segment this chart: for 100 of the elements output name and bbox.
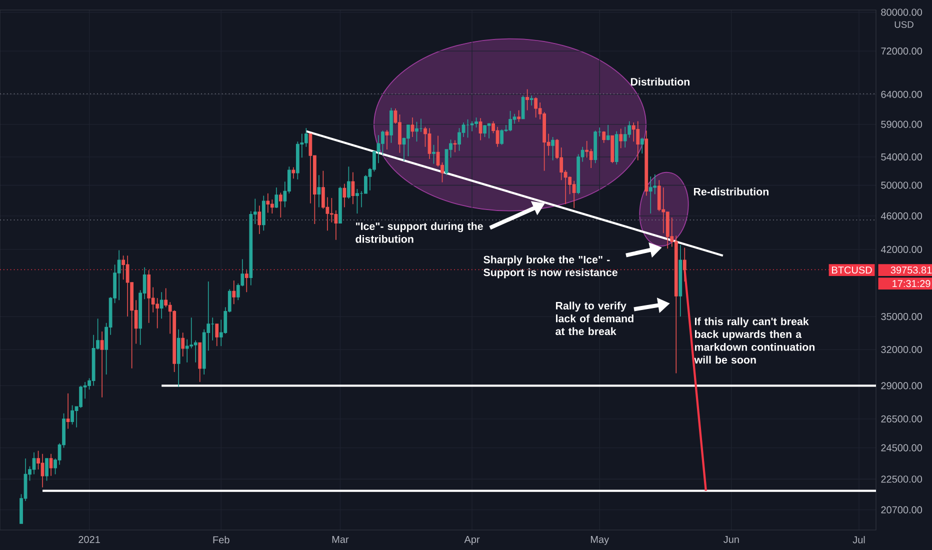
candlestick	[653, 174, 657, 195]
candlestick	[589, 148, 593, 168]
y-tick-label: 80000.00	[881, 8, 922, 16]
candlestick	[428, 128, 432, 160]
x-tick-label: Jun	[724, 536, 739, 543]
candlestick	[406, 124, 410, 157]
candlestick	[156, 298, 160, 329]
annotation: If this rally can't break back upwards then a markdown continuation will be soon	[694, 317, 815, 364]
x-tick-label: May	[590, 536, 610, 545]
candlestick	[66, 393, 70, 430]
candlestick	[500, 128, 504, 146]
candlestick	[682, 247, 686, 282]
candlestick	[628, 120, 632, 138]
candlestick	[572, 180, 576, 208]
candlestick	[270, 199, 274, 214]
y-tick-label: 72000.00	[881, 48, 922, 55]
candlestick	[385, 130, 389, 150]
candlestick	[356, 188, 359, 214]
candlestick	[432, 144, 436, 164]
candlestick	[458, 128, 461, 152]
y-tick-label: 54000.00	[881, 153, 922, 160]
candlestick	[381, 130, 384, 156]
y-tick-label: 50000.00	[881, 182, 922, 189]
candlestick	[347, 166, 350, 200]
candlestick	[398, 114, 402, 154]
candlestick	[160, 292, 164, 320]
y-tick-label: 42000.00	[880, 246, 922, 253]
candlestick	[334, 210, 338, 240]
candlestick	[517, 110, 520, 122]
text: 39753.81	[890, 266, 932, 274]
candlestick	[194, 340, 198, 363]
candlestick	[147, 270, 151, 324]
candlestick	[70, 404, 74, 425]
candlestick	[181, 332, 185, 357]
y-tick-label: 24500.00	[881, 444, 922, 452]
candlestick	[100, 331, 104, 398]
candlestick	[274, 187, 278, 208]
candlestick	[122, 255, 126, 280]
annotation: BTCUSD	[832, 266, 872, 274]
candlestick	[453, 140, 457, 153]
candlestick	[258, 205, 262, 234]
y-tick-label: 64000.00	[881, 90, 922, 98]
candlestick	[619, 128, 623, 149]
annotation: "Ice"- support during the distribution	[356, 222, 483, 243]
candlestick	[215, 324, 219, 346]
candlestick	[662, 187, 666, 234]
candlestick	[470, 120, 474, 132]
candlestick	[474, 117, 478, 128]
y-tick-label: 35000.00	[881, 313, 922, 320]
candlestick	[190, 317, 194, 349]
candlestick	[308, 133, 312, 204]
candlestick	[117, 250, 121, 301]
candlestick	[585, 140, 589, 158]
text: 17:31:29	[892, 280, 930, 288]
y-tick-label: 26500.00	[881, 415, 922, 422]
candlestick	[657, 180, 661, 212]
candlestick	[526, 88, 529, 111]
candlestick	[530, 95, 534, 106]
x-tick-label: Jul	[852, 536, 865, 544]
candlestick	[623, 126, 627, 148]
candlestick	[483, 124, 486, 138]
y-tick-label: 22500.00	[881, 476, 922, 483]
y-tick-label: 32000.00	[881, 346, 922, 354]
x-tick-label: Feb	[213, 536, 230, 544]
candlestick	[292, 166, 296, 180]
candlestick	[266, 193, 270, 214]
candlestick	[185, 338, 189, 363]
candlestick	[534, 96, 538, 118]
candlestick	[45, 458, 48, 482]
candlestick	[551, 136, 555, 161]
y-tick-label: 29000.00	[881, 382, 922, 390]
candlestick	[32, 452, 36, 475]
candlestick	[232, 280, 236, 305]
x-tick-label: Apr	[464, 536, 480, 545]
candlestick	[244, 270, 248, 293]
candlestick	[632, 122, 636, 142]
annotation: Distribution	[630, 78, 690, 86]
candlestick	[648, 176, 652, 214]
x-tick-label: 2021	[78, 536, 100, 544]
candlestick	[304, 128, 308, 148]
annotation: Re-distribution	[694, 188, 768, 196]
candlestick	[410, 117, 414, 138]
candlestick	[164, 288, 168, 308]
y-tick-label: 46000.00	[880, 212, 922, 220]
x-tick-label: Mar	[332, 536, 349, 543]
annotation: Sharply broke the "Ice" - Support is now resistance	[484, 256, 618, 278]
candlestick	[278, 192, 282, 218]
candlestick	[636, 120, 640, 161]
y-tick-label: 20700.00	[881, 506, 922, 514]
candlestick	[568, 176, 572, 195]
candlestick	[508, 110, 512, 132]
candlestick	[640, 137, 644, 154]
y-axis-title: USD	[894, 21, 914, 28]
candlestick	[606, 124, 610, 141]
candlestick	[415, 121, 418, 142]
candlestick	[262, 195, 266, 232]
annotation: Rally to verify lack of demand at the break	[556, 302, 634, 336]
candlestick	[79, 385, 82, 408]
candlestick	[126, 255, 130, 317]
candlestick	[330, 198, 334, 223]
